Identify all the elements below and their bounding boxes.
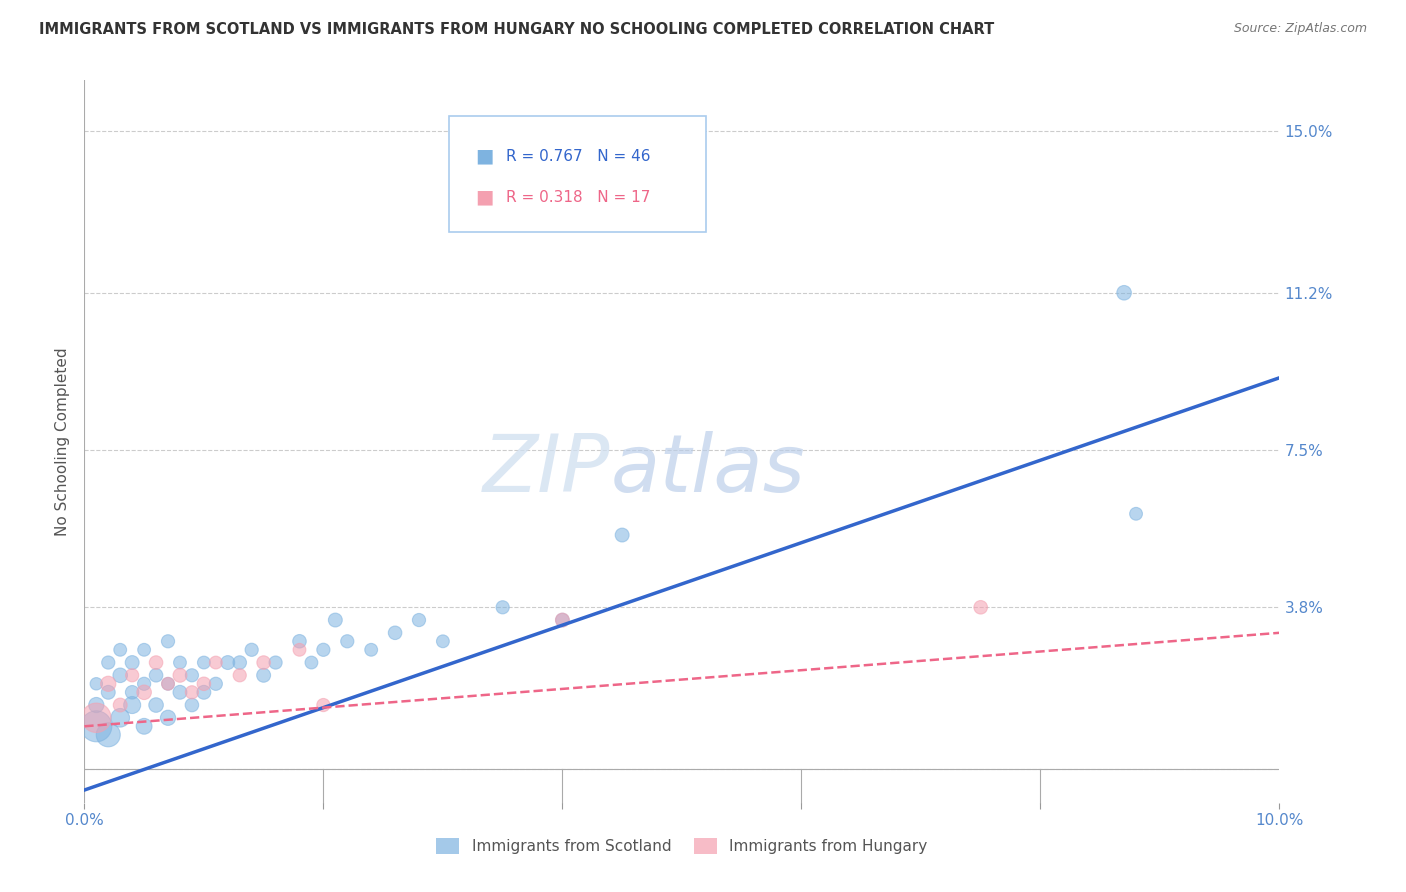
Point — [157, 677, 180, 691]
Point — [169, 668, 191, 682]
Text: ZIP: ZIP — [482, 432, 610, 509]
Point — [205, 656, 228, 670]
Point — [110, 668, 132, 682]
Point — [181, 685, 204, 699]
Point — [551, 613, 574, 627]
Point — [240, 642, 263, 657]
Point — [132, 642, 156, 657]
Point — [193, 685, 215, 699]
Point — [970, 600, 993, 615]
Point — [288, 642, 311, 657]
Point — [205, 677, 228, 691]
Point — [132, 685, 156, 699]
Point — [312, 642, 335, 657]
Point — [121, 668, 143, 682]
Point — [181, 668, 204, 682]
Point — [97, 728, 120, 742]
Point — [145, 656, 167, 670]
Point — [181, 698, 204, 712]
Point — [325, 613, 347, 627]
Point — [145, 668, 167, 682]
Point — [360, 642, 382, 657]
Point — [384, 625, 406, 640]
Point — [193, 656, 215, 670]
Point — [228, 668, 252, 682]
Point — [169, 685, 191, 699]
Point — [492, 600, 515, 615]
Point — [1114, 285, 1136, 300]
Point — [110, 698, 132, 712]
Point — [408, 613, 430, 627]
Point — [157, 634, 180, 648]
Point — [121, 698, 143, 712]
Point — [132, 677, 156, 691]
Point — [193, 677, 215, 691]
Y-axis label: No Schooling Completed: No Schooling Completed — [55, 347, 70, 536]
Text: R = 0.318   N = 17: R = 0.318 N = 17 — [506, 190, 651, 205]
Text: Source: ZipAtlas.com: Source: ZipAtlas.com — [1233, 22, 1367, 36]
Point — [253, 656, 276, 670]
Point — [97, 677, 120, 691]
Point — [110, 711, 132, 725]
Point — [157, 677, 180, 691]
Point — [97, 685, 120, 699]
FancyBboxPatch shape — [449, 116, 706, 232]
Point — [228, 656, 252, 670]
Legend: Immigrants from Scotland, Immigrants from Hungary: Immigrants from Scotland, Immigrants fro… — [430, 832, 934, 860]
Point — [86, 711, 108, 725]
Point — [1125, 507, 1147, 521]
Text: atlas: atlas — [610, 432, 806, 509]
Point — [288, 634, 311, 648]
Text: ■: ■ — [475, 188, 494, 207]
Point — [432, 634, 454, 648]
Point — [97, 656, 120, 670]
Point — [86, 677, 108, 691]
Point — [551, 613, 574, 627]
Point — [169, 656, 191, 670]
Point — [132, 719, 156, 733]
Point — [121, 656, 143, 670]
Point — [312, 698, 335, 712]
Text: ■: ■ — [475, 146, 494, 166]
Text: IMMIGRANTS FROM SCOTLAND VS IMMIGRANTS FROM HUNGARY NO SCHOOLING COMPLETED CORRE: IMMIGRANTS FROM SCOTLAND VS IMMIGRANTS F… — [39, 22, 994, 37]
Point — [336, 634, 359, 648]
Point — [145, 698, 167, 712]
Point — [264, 656, 287, 670]
Point — [253, 668, 276, 682]
Text: R = 0.767   N = 46: R = 0.767 N = 46 — [506, 149, 651, 163]
Point — [121, 685, 143, 699]
Point — [301, 656, 323, 670]
Point — [157, 711, 180, 725]
Point — [86, 698, 108, 712]
Point — [86, 719, 108, 733]
Point — [217, 656, 239, 670]
Point — [612, 528, 634, 542]
Point — [110, 642, 132, 657]
